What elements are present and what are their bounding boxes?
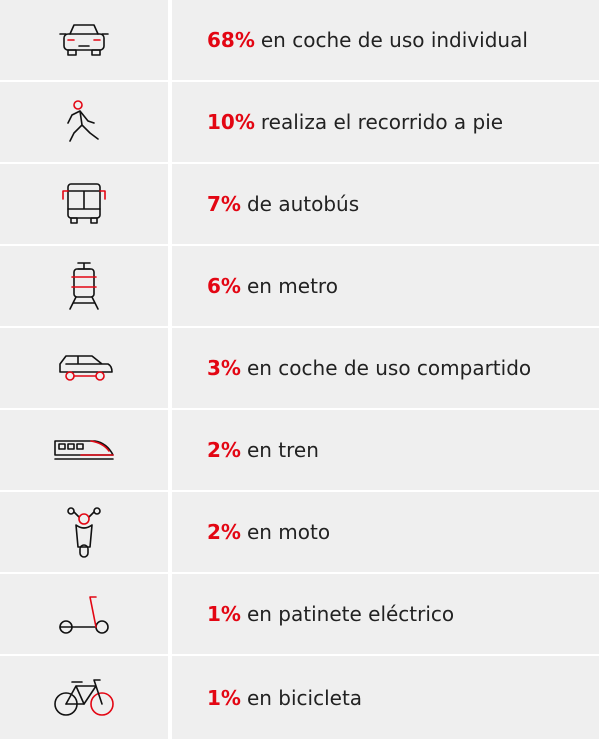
shared-car-icon <box>0 328 168 408</box>
row: 10% realiza el recorrido a pie <box>0 82 599 162</box>
walk-icon <box>0 82 168 162</box>
row: 68% en coche de uso individual <box>0 0 599 80</box>
description: en coche de uso individual <box>260 28 528 52</box>
percent: 2% <box>207 520 241 544</box>
bus-icon <box>0 164 168 244</box>
row: 7% de autobús <box>0 164 599 244</box>
row-label: 3% en coche de uso compartido <box>172 328 599 408</box>
metro-icon <box>0 246 168 326</box>
row-label: 2% en moto <box>172 492 599 572</box>
car-icon <box>0 0 168 80</box>
moto-icon <box>0 492 168 572</box>
bicycle-icon <box>0 656 168 739</box>
percent: 3% <box>207 356 241 380</box>
percent: 7% <box>207 192 241 216</box>
row-label: 1% en patinete eléctrico <box>172 574 599 654</box>
row-label: 2% en tren <box>172 410 599 490</box>
row-label: 7% de autobús <box>172 164 599 244</box>
row: 6% en metro <box>0 246 599 326</box>
percent: 10% <box>207 110 255 134</box>
description: en metro <box>246 274 338 298</box>
percent: 1% <box>207 602 241 626</box>
row: 3% en coche de uso compartido <box>0 328 599 408</box>
row-label: 1% en bicicleta <box>172 656 599 739</box>
row: 1% en bicicleta <box>0 656 599 739</box>
percent: 68% <box>207 28 255 52</box>
description: en bicicleta <box>246 685 363 710</box>
description: en patinete eléctrico <box>246 602 455 626</box>
row: 2% en moto <box>0 492 599 572</box>
row-label: 68% en coche de uso individual <box>172 0 599 80</box>
description: realiza el recorrido a pie <box>260 110 504 134</box>
percent: 2% <box>207 438 241 462</box>
train-icon <box>0 410 168 490</box>
percent: 1% <box>207 685 241 710</box>
description: en coche de uso compartido <box>246 356 532 380</box>
description: de autobús <box>246 192 360 216</box>
row-label: 6% en metro <box>172 246 599 326</box>
description: en tren <box>246 438 319 462</box>
row-label: 10% realiza el recorrido a pie <box>172 82 599 162</box>
percent: 6% <box>207 274 241 298</box>
row: 2% en tren <box>0 410 599 490</box>
scooter-icon <box>0 574 168 654</box>
row: 1% en patinete eléctrico <box>0 574 599 654</box>
description: en moto <box>246 520 331 544</box>
